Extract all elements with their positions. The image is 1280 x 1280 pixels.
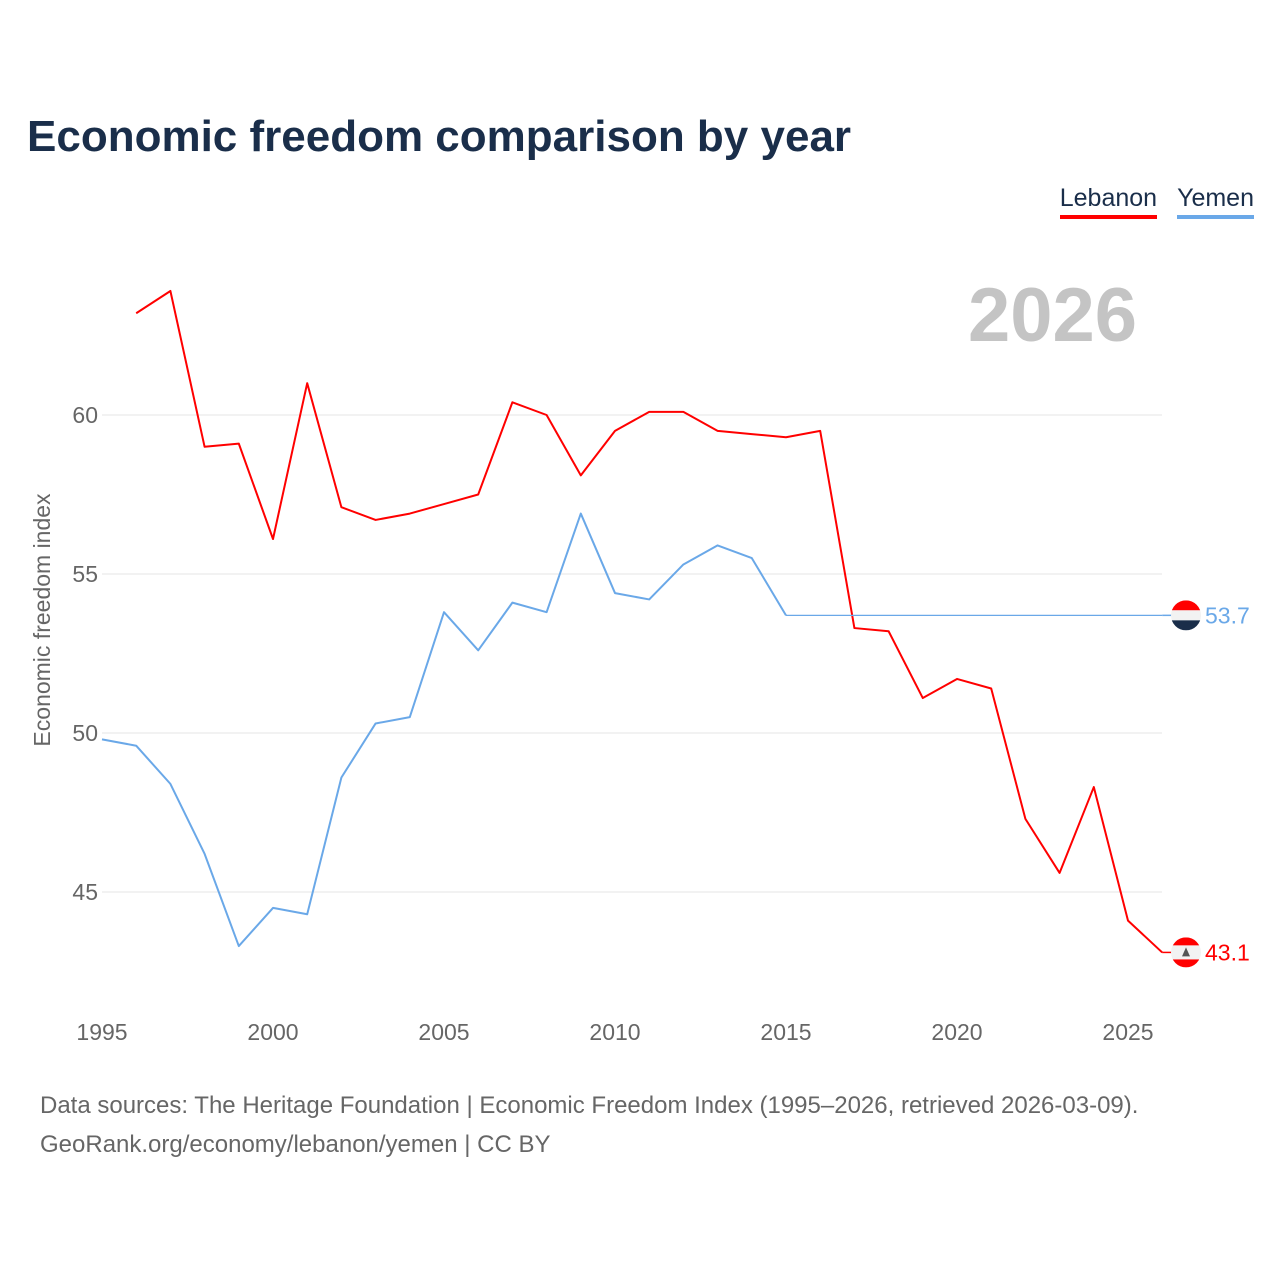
footer-sources: Data sources: The Heritage Foundation | … [40,1092,1139,1119]
x-tick-label: 2000 [247,1019,298,1045]
series-lebanon-line [135,289,1163,954]
flag-band [1171,600,1201,611]
current-year-label: 2026 [968,273,1138,358]
y-tick-label: 50 [72,720,98,746]
series-yemen-line [101,512,787,948]
end-value-label: 43.1 [1205,939,1250,965]
flag-band [1171,620,1201,631]
y-tick-label: 55 [72,561,98,587]
end-value-label: 53.7 [1205,602,1250,628]
flag-band [1171,610,1201,621]
flag-lebanon-icon [1171,937,1201,968]
legend-lebanon[interactable]: Lebanon [1059,184,1158,219]
footer-link[interactable]: GeoRank.org/economy/lebanon/yemen | CC B… [40,1131,551,1158]
flag-band [1171,959,1201,968]
flag-band [1171,937,1201,946]
footer: Data sources: The Heritage Foundation | … [40,1086,1138,1164]
x-tick-label: 2005 [418,1019,469,1045]
cedar-icon [1182,947,1190,957]
legend-yemen[interactable]: Yemen [1177,184,1254,219]
x-tick-label: 2010 [589,1019,640,1045]
legend: Lebanon Yemen [1059,184,1254,219]
y-tick-label: 60 [72,402,98,428]
x-tick-label: 1995 [76,1019,127,1045]
y-axis-label: Economic freedom index [29,493,55,747]
x-tick-label: 2020 [931,1019,982,1045]
flag-yemen-icon [1171,600,1201,631]
x-tick-label: 2015 [760,1019,811,1045]
chart-title: Economic freedom comparison by year [27,112,852,161]
x-tick-label: 2025 [1102,1019,1153,1045]
y-tick-label: 45 [72,879,98,905]
